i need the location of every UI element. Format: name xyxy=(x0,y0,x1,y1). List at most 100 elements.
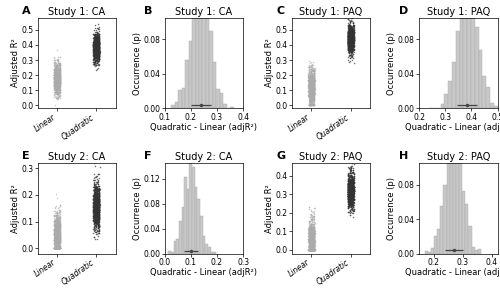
Point xyxy=(56,222,64,227)
Point xyxy=(306,94,314,98)
Point xyxy=(308,248,316,252)
Point xyxy=(305,76,313,81)
Point xyxy=(308,96,316,101)
Point xyxy=(93,39,101,44)
Point xyxy=(348,36,356,41)
Point xyxy=(348,181,356,186)
Point xyxy=(308,82,316,87)
Point xyxy=(350,38,358,42)
Point xyxy=(90,186,98,191)
Point xyxy=(309,85,317,89)
Point xyxy=(90,206,98,211)
Point xyxy=(344,184,352,189)
Point xyxy=(308,73,316,77)
Point xyxy=(347,181,355,185)
Point xyxy=(304,86,312,91)
Point xyxy=(308,224,316,229)
Point xyxy=(55,242,63,247)
Point xyxy=(54,82,62,86)
Point xyxy=(344,43,351,48)
Point xyxy=(348,194,356,199)
Point xyxy=(92,43,100,48)
Point xyxy=(92,193,100,197)
Point xyxy=(346,173,354,178)
Point xyxy=(52,87,60,92)
Point xyxy=(308,224,316,228)
Point xyxy=(93,41,101,46)
Point xyxy=(344,188,352,192)
Point xyxy=(54,81,62,86)
Point xyxy=(94,219,102,224)
Point xyxy=(52,80,60,85)
Point xyxy=(350,32,358,37)
Point xyxy=(310,87,318,91)
Point xyxy=(92,45,100,49)
Point xyxy=(94,39,102,44)
Point xyxy=(308,102,316,107)
Point xyxy=(310,236,318,241)
Point xyxy=(93,192,101,197)
Point xyxy=(51,232,59,237)
Point xyxy=(306,238,314,242)
Point xyxy=(344,30,352,34)
Point xyxy=(96,49,104,54)
Point xyxy=(92,192,100,197)
Point xyxy=(349,178,357,183)
Point xyxy=(54,234,62,239)
Point xyxy=(50,63,58,68)
Point xyxy=(90,207,98,212)
Point xyxy=(306,72,314,77)
Point xyxy=(53,75,61,80)
Point xyxy=(90,48,98,53)
Point xyxy=(54,213,62,218)
Point xyxy=(52,229,60,233)
Point xyxy=(90,218,98,222)
Point xyxy=(348,35,356,39)
Point xyxy=(310,76,318,80)
Point xyxy=(346,53,354,58)
Point xyxy=(304,228,312,232)
Point xyxy=(344,186,352,191)
Point xyxy=(310,248,318,252)
Point xyxy=(307,81,315,85)
Point xyxy=(349,38,357,43)
Point xyxy=(52,86,60,91)
Point xyxy=(90,58,98,63)
Point xyxy=(350,187,358,192)
Point xyxy=(305,74,313,79)
Point xyxy=(91,56,99,61)
Point xyxy=(309,248,317,252)
Point xyxy=(308,222,316,227)
Point xyxy=(344,32,352,37)
Point xyxy=(51,235,59,240)
Point xyxy=(310,91,318,96)
Point xyxy=(344,39,352,44)
Bar xyxy=(188,41,192,109)
Point xyxy=(52,246,60,251)
Point xyxy=(50,236,58,241)
Point xyxy=(54,82,62,87)
Point xyxy=(94,33,102,38)
Point xyxy=(306,248,314,252)
Point xyxy=(54,242,62,247)
Point xyxy=(347,171,355,176)
Point xyxy=(95,227,103,232)
Point xyxy=(52,229,60,234)
Point xyxy=(53,246,61,251)
Point xyxy=(306,81,314,85)
Point xyxy=(308,239,316,244)
Point xyxy=(51,75,59,79)
Point xyxy=(52,75,60,80)
Point xyxy=(345,184,353,189)
Point xyxy=(350,43,358,48)
Point xyxy=(346,178,354,183)
Point xyxy=(350,191,358,196)
Point xyxy=(56,69,64,73)
Point xyxy=(56,229,64,233)
Point xyxy=(91,217,99,222)
Point xyxy=(96,51,104,56)
Point xyxy=(308,229,316,234)
Point xyxy=(310,79,318,83)
Point xyxy=(308,234,316,238)
Point xyxy=(348,32,356,37)
